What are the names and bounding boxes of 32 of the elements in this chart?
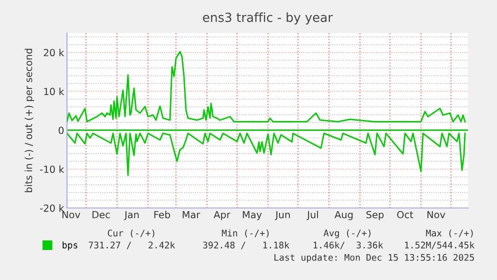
x-tick-label: Aug: [334, 211, 353, 220]
legend-label: bps: [62, 241, 78, 250]
text: Last update: Mon Dec 15 13:55:16 2025: [274, 254, 474, 263]
text: 1.46k/ 3.36k: [314, 241, 384, 250]
text: 392.48 / 1.18k: [203, 241, 290, 250]
line-series: [67, 132, 466, 176]
line-series: [67, 50, 466, 122]
y-tick-label: -20 k: [40, 204, 64, 212]
x-tick-label: Nov: [62, 211, 80, 218]
x-tick-label: Oct: [397, 210, 414, 218]
y-tick-label: 0: [58, 126, 64, 134]
x-tick-label: Nov: [427, 211, 446, 218]
x-tick-label: Sep: [366, 210, 384, 220]
y-tick-label: 10 k: [44, 88, 64, 96]
x-tick-label: Jan: [124, 211, 139, 220]
y-tick-label: -10 k: [40, 165, 64, 173]
x-tick-label: May: [242, 211, 262, 220]
x-tick-label: Apr: [214, 211, 230, 220]
text: Max (-/+): [426, 229, 473, 238]
text: 731.27 / 2.42k: [88, 241, 176, 250]
x-tick-label: Jul: [306, 210, 318, 220]
text: Avg (-/+): [324, 229, 370, 238]
y-axis-title: bits in (-) / out (+) per second: [24, 48, 34, 192]
text: Cur (-/+): [108, 229, 154, 238]
y-tick-label: 20 k: [44, 48, 64, 56]
x-tick-label: Feb: [154, 210, 170, 218]
x-tick-label: Dec: [92, 211, 110, 218]
text: Min (-/+): [222, 229, 269, 238]
text: 1.52M/544.45k: [405, 241, 474, 250]
chart-title: ens3 traffic - by year: [202, 12, 333, 24]
x-tick-label: Mar: [182, 211, 200, 218]
x-tick-label: Jun: [274, 211, 290, 220]
